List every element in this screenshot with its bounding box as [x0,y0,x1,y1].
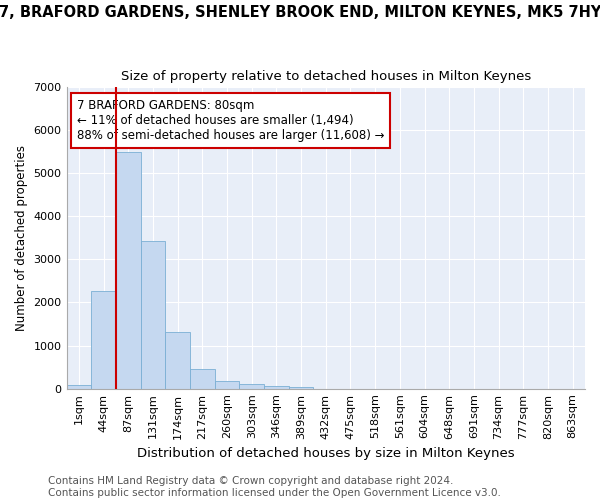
Bar [91,291,116,388]
Bar [67,385,91,388]
Bar [165,332,190,388]
Y-axis label: Number of detached properties: Number of detached properties [15,145,28,331]
Bar [289,386,313,388]
Bar [190,369,215,388]
Bar [239,384,264,388]
Bar [215,382,239,388]
Bar [116,152,140,388]
Bar [140,241,165,388]
Text: Contains HM Land Registry data © Crown copyright and database right 2024.
Contai: Contains HM Land Registry data © Crown c… [48,476,501,498]
Bar [264,386,289,388]
X-axis label: Distribution of detached houses by size in Milton Keynes: Distribution of detached houses by size … [137,447,515,460]
Text: 7, BRAFORD GARDENS, SHENLEY BROOK END, MILTON KEYNES, MK5 7HY: 7, BRAFORD GARDENS, SHENLEY BROOK END, M… [0,5,600,20]
Text: 7 BRAFORD GARDENS: 80sqm
← 11% of detached houses are smaller (1,494)
88% of sem: 7 BRAFORD GARDENS: 80sqm ← 11% of detach… [77,99,385,142]
Title: Size of property relative to detached houses in Milton Keynes: Size of property relative to detached ho… [121,70,531,83]
